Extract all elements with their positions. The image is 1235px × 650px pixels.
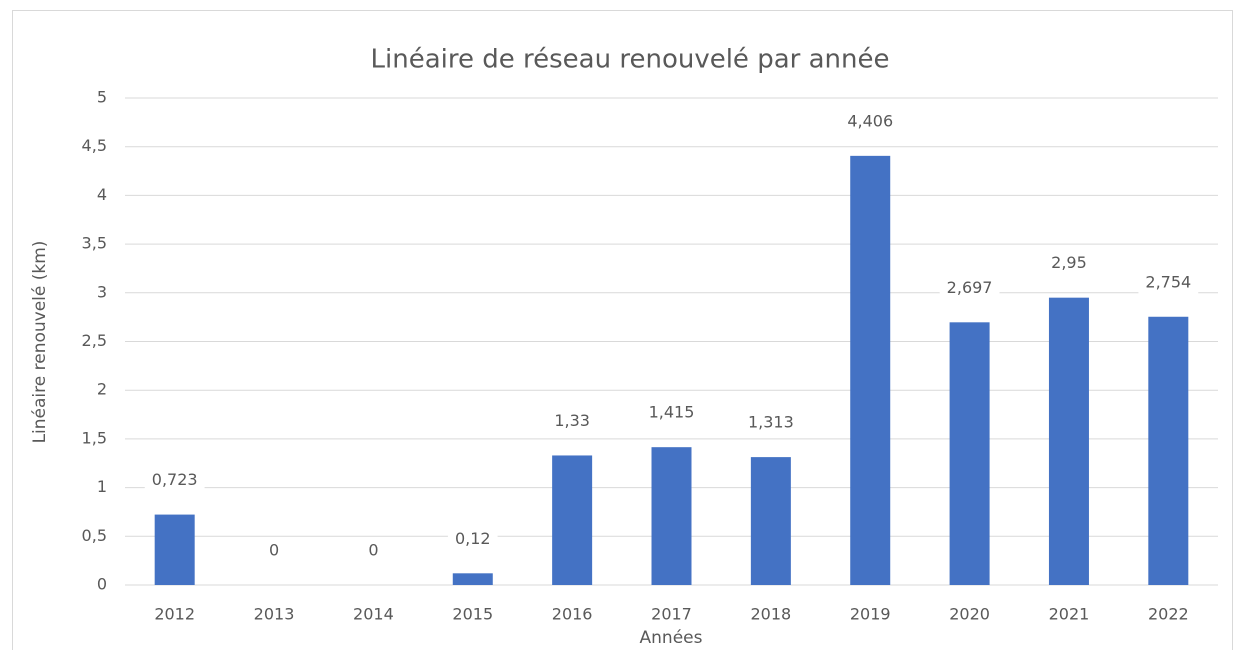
bar: [552, 455, 593, 585]
data-label: 0: [269, 541, 279, 560]
bar: [850, 155, 891, 586]
y-tick-label: 5: [97, 88, 107, 107]
data-label: 4,406: [847, 111, 893, 130]
data-label-background: [1138, 270, 1199, 295]
data-label-background: [740, 411, 801, 436]
data-label-background: [641, 401, 702, 426]
x-tick-label: 2020: [949, 605, 990, 624]
y-tick-label: 0: [97, 575, 107, 594]
y-tick-label: 3: [97, 282, 107, 301]
x-axis-title: Années: [640, 628, 703, 648]
y-tick-label: 1,5: [82, 428, 107, 447]
y-tick-label: 0,5: [82, 526, 107, 545]
y-tick-label: 2: [97, 380, 107, 399]
x-tick-label: 2021: [1049, 605, 1090, 624]
data-label: 2,95: [1051, 253, 1087, 272]
x-tick-label: 2017: [651, 605, 692, 624]
data-label: 0: [368, 541, 378, 560]
data-label-background: [1044, 251, 1094, 276]
data-label: 1,313: [748, 413, 794, 432]
data-label-background: [447, 527, 498, 552]
x-tick-label: 2014: [353, 605, 394, 624]
x-tick-label: 2018: [751, 605, 792, 624]
data-label: 0,723: [152, 470, 198, 489]
x-tick-label: 2019: [850, 605, 891, 624]
y-tick-label: 3,5: [82, 234, 107, 253]
y-tick-label: 4: [97, 185, 107, 204]
data-label: 2,697: [947, 278, 993, 297]
y-tick-label: 2,5: [82, 331, 107, 350]
y-tick-label: 1: [97, 477, 107, 496]
bar: [949, 322, 990, 585]
x-tick-label: 2015: [452, 605, 493, 624]
chart-border: [12, 10, 1233, 650]
data-label: 2,754: [1145, 272, 1191, 291]
data-label-background: [840, 109, 901, 134]
data-label: 0,12: [455, 529, 491, 548]
bar: [750, 457, 791, 585]
bar: [154, 514, 195, 585]
data-label-background: [547, 409, 597, 434]
x-tick-label: 2013: [254, 605, 295, 624]
data-label: 1,33: [554, 411, 590, 430]
bar: [651, 447, 692, 585]
bar: [1048, 297, 1089, 585]
data-label-background: [144, 468, 205, 493]
x-tick-label: 2016: [552, 605, 593, 624]
data-label-background: [361, 539, 386, 563]
bar: [452, 573, 493, 585]
chart-title: Linéaire de réseau renouvelé par année: [371, 45, 890, 75]
y-axis-title: Linéaire renouvelé (km): [30, 241, 50, 444]
data-label-background: [261, 539, 287, 563]
y-tick-label: 4,5: [82, 136, 107, 155]
bar: [1148, 316, 1189, 585]
data-label: 1,415: [649, 403, 695, 422]
data-label-background: [939, 276, 1000, 301]
x-tick-label: 2012: [154, 605, 195, 624]
x-tick-label: 2022: [1148, 605, 1189, 624]
